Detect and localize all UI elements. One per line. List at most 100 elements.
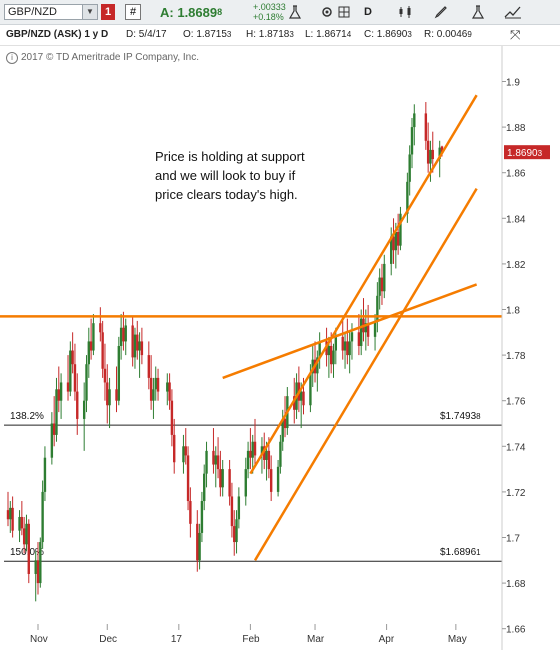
fib-level-value-sub: 1	[476, 548, 481, 557]
pct-change: +0.18%	[253, 12, 284, 22]
candle-body	[246, 450, 250, 470]
y-tick-label: 1.72	[506, 488, 526, 499]
candle-body	[318, 341, 321, 358]
candle-body	[196, 523, 199, 561]
candle-body	[73, 364, 77, 392]
annotation-line-1: Price is holding at support	[155, 149, 305, 164]
x-tick-label: Apr	[379, 634, 395, 645]
annotation-line-2: and we will look to buy if	[155, 168, 296, 183]
alert-badge[interactable]: 1	[101, 4, 115, 20]
candle-body	[149, 377, 153, 401]
symbol-selector[interactable]: GBP/NZD ▼	[4, 4, 98, 20]
candle-body	[184, 446, 187, 456]
candle-body	[399, 213, 402, 246]
candle-body	[115, 389, 118, 401]
last-price-value: 1.86903	[507, 148, 543, 159]
candle-body	[108, 389, 111, 406]
candle-body	[50, 423, 54, 458]
candle-body	[221, 469, 224, 488]
candle-body	[293, 396, 296, 410]
flask-icon[interactable]	[471, 0, 485, 24]
candle-body	[332, 350, 335, 365]
candle-body	[57, 389, 60, 401]
candle-body	[410, 127, 414, 155]
chevron-down-icon[interactable]: ▼	[82, 5, 97, 19]
chart-toolbar: GBP/NZD ▼ 1 # A: 1.8689 8 +.00333 +0.18% …	[0, 0, 560, 25]
info-open: O: 1.87153	[183, 29, 232, 40]
candle-body	[43, 457, 47, 492]
candle-body	[36, 560, 40, 584]
ask-label: A:	[160, 4, 174, 20]
candle-body	[147, 355, 151, 378]
candle-body	[59, 382, 63, 401]
y-tick-label: 1.88	[506, 123, 526, 134]
candle-body	[269, 469, 273, 492]
copyright-text: 2017 © TD Ameritrade IP Company, Inc.	[21, 52, 200, 63]
candle-body	[396, 231, 400, 246]
info-high: H: 1.87183	[246, 29, 294, 40]
candle-body	[343, 341, 347, 351]
period-selector[interactable]: D	[364, 6, 372, 18]
last-price-sub: 3	[538, 149, 543, 158]
candle-body	[392, 236, 395, 251]
candle-body	[41, 491, 44, 543]
candle-body	[117, 345, 121, 401]
candle-body	[52, 423, 56, 435]
info-date: D: 5/4/17	[126, 29, 167, 40]
candle-body	[357, 332, 361, 346]
candle-body	[373, 320, 377, 337]
candle-body	[203, 473, 206, 502]
candle-body	[228, 469, 231, 497]
ask-price: 1.8689	[177, 4, 218, 20]
fib-level-label: 150.0%	[10, 547, 44, 558]
fib-level-value: $1.68961	[440, 547, 481, 558]
channel-line	[253, 188, 478, 561]
x-tick-label: Mar	[307, 634, 325, 645]
symbol-text: GBP/NZD	[8, 6, 57, 18]
candle-body	[311, 359, 314, 374]
candle-body	[55, 389, 58, 435]
candle-body	[214, 455, 217, 465]
candle-body	[152, 389, 155, 401]
crosshair-icon[interactable]: ⤧	[510, 27, 521, 42]
candle-body	[426, 140, 430, 164]
candle-body	[230, 496, 234, 527]
candle-body	[189, 501, 192, 524]
flask-icon[interactable]	[288, 0, 302, 24]
candle-body	[168, 382, 171, 401]
candle-body	[99, 323, 102, 333]
copyright-notice: i 2017 © TD Ameritrade IP Company, Inc.	[6, 52, 199, 64]
candle-body	[366, 323, 370, 337]
candle-icon[interactable]	[398, 0, 412, 24]
candle-body	[200, 501, 204, 533]
ask-price-sub: 8	[217, 7, 223, 17]
candle-body	[302, 391, 305, 406]
candle-body	[251, 441, 254, 458]
candle-body	[85, 364, 88, 401]
candle-body	[406, 181, 409, 214]
annotation-line-3: price clears today's high.	[155, 187, 298, 202]
candle-body	[341, 336, 344, 351]
candle-body	[122, 327, 125, 342]
info-range: R: 0.00469	[424, 29, 472, 40]
y-tick-label: 1.66	[506, 625, 526, 636]
candle-body	[18, 516, 21, 531]
y-tick-label: 1.76	[506, 397, 526, 408]
candle-body	[20, 516, 24, 529]
candle-body	[376, 295, 379, 321]
chart-icon[interactable]	[504, 0, 522, 24]
candle-body	[283, 418, 287, 429]
candle-body	[25, 523, 28, 545]
gear-icon[interactable]	[320, 0, 334, 24]
grid-button[interactable]: #	[125, 4, 141, 20]
y-tick-label: 1.8	[506, 306, 520, 317]
x-tick-label: May	[448, 634, 467, 645]
candle-body	[348, 341, 351, 356]
grid-icon[interactable]	[338, 0, 350, 24]
candle-body	[9, 507, 12, 520]
candle-body	[360, 318, 363, 346]
candle-body	[380, 277, 384, 292]
pencil-icon[interactable]	[434, 0, 448, 24]
candle-body	[39, 542, 42, 584]
